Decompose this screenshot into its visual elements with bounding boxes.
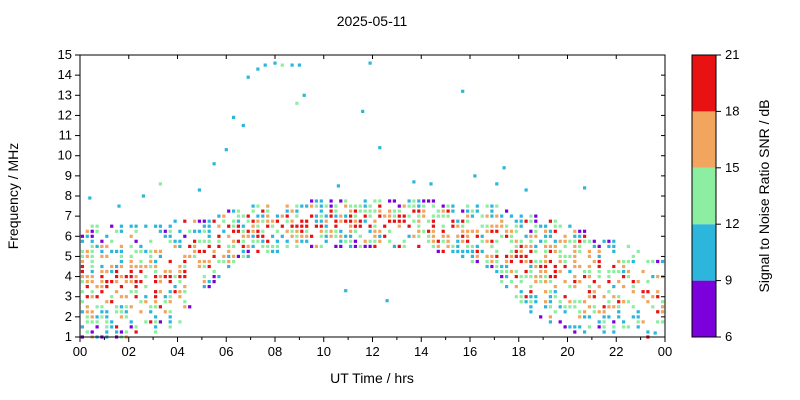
svg-text:13: 13 (58, 87, 72, 102)
svg-text:04: 04 (170, 344, 184, 359)
x-axis-label: UT Time / hrs (330, 370, 414, 386)
svg-text:10: 10 (58, 148, 72, 163)
svg-text:08: 08 (268, 344, 282, 359)
colorbar: 6 9 12 15 18 21 (691, 47, 739, 344)
svg-text:5: 5 (65, 248, 72, 263)
svg-text:00: 00 (658, 344, 672, 359)
colorbar-label: Signal to Noise Ratio SNR / dB (756, 100, 772, 293)
svg-text:21: 21 (725, 47, 739, 62)
svg-text:12: 12 (365, 344, 379, 359)
svg-text:22: 22 (609, 344, 623, 359)
svg-text:14: 14 (58, 67, 72, 82)
y-axis-label: Frequency / MHz (5, 143, 21, 250)
svg-text:8: 8 (65, 188, 72, 203)
svg-text:14: 14 (414, 344, 428, 359)
svg-text:11: 11 (59, 128, 73, 143)
svg-text:06: 06 (219, 344, 233, 359)
svg-text:00: 00 (73, 344, 87, 359)
svg-text:15: 15 (725, 160, 739, 175)
svg-text:12: 12 (58, 107, 72, 122)
svg-text:16: 16 (463, 344, 477, 359)
svg-text:15: 15 (58, 47, 72, 62)
svg-text:12: 12 (725, 216, 739, 231)
svg-text:10: 10 (317, 344, 331, 359)
svg-text:7: 7 (65, 208, 72, 223)
svg-text:4: 4 (65, 269, 72, 284)
axes-layer: 00 02 04 06 08 10 12 14 16 18 20 22 0012345678910111… (58, 47, 673, 359)
svg-text:02: 02 (122, 344, 136, 359)
scatter-points-layer (80, 61, 665, 339)
chart-title: 2025-05-11 (337, 13, 408, 29)
svg-text:6: 6 (725, 329, 732, 344)
svg-text:18: 18 (725, 103, 739, 118)
svg-text:20: 20 (560, 344, 574, 359)
svg-text:1: 1 (65, 329, 72, 344)
svg-text:6: 6 (65, 228, 72, 243)
svg-text:9: 9 (65, 168, 72, 183)
svg-text:2: 2 (65, 309, 72, 324)
svg-text:9: 9 (725, 273, 732, 288)
svg-text:18: 18 (512, 344, 526, 359)
svg-text:3: 3 (65, 289, 72, 304)
